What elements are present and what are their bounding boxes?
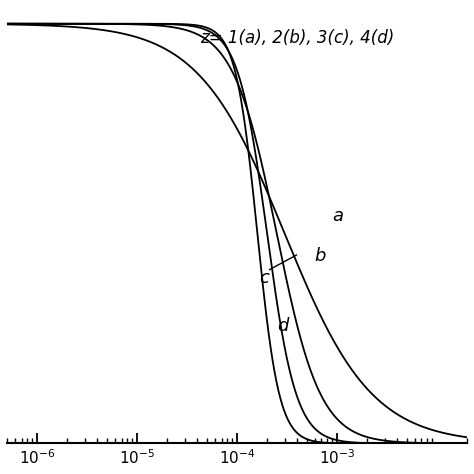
Text: b: b [314,247,326,265]
Text: d: d [277,317,289,335]
Text: a: a [333,208,344,226]
Text: z= 1(a), 2(b), 3(c), 4(d): z= 1(a), 2(b), 3(c), 4(d) [200,28,394,46]
Text: c: c [260,269,270,287]
